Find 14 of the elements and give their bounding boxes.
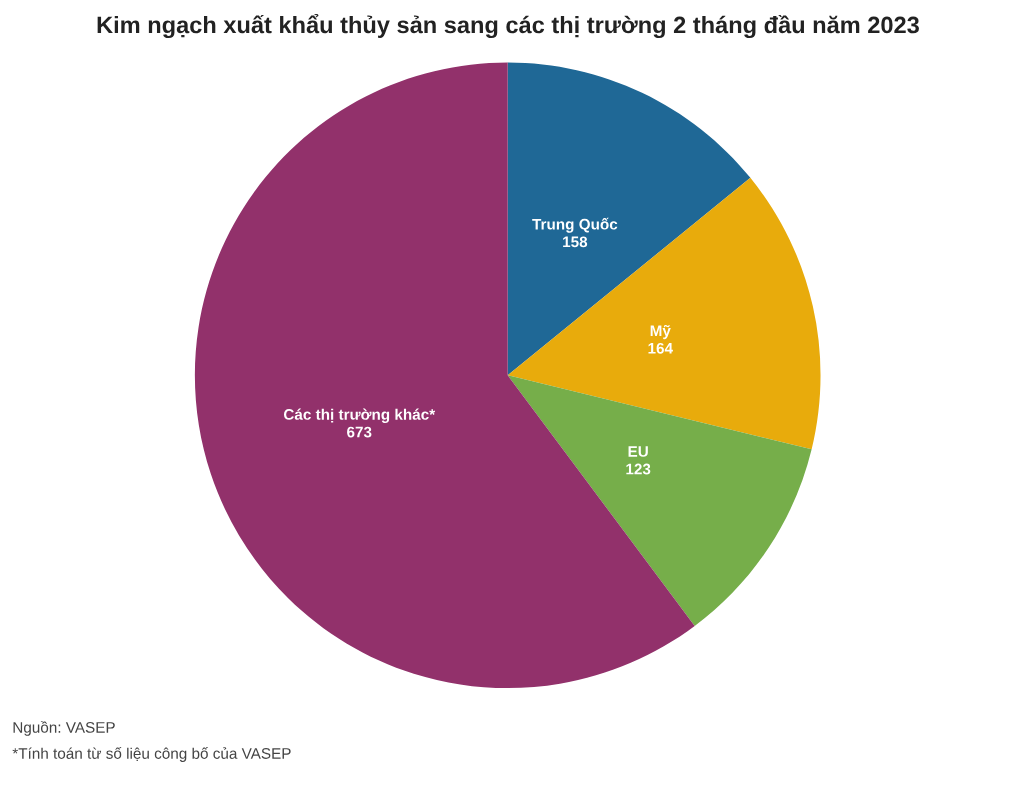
pie-slice xyxy=(507,62,751,376)
pie-slice xyxy=(507,375,812,627)
slice-label: Mỹ xyxy=(650,324,671,340)
pie-slice xyxy=(194,62,695,689)
data-label: 123 xyxy=(626,463,651,475)
text: Nguồn: VASEP xyxy=(13,720,115,736)
data-label: 673 xyxy=(347,426,372,438)
slice-label: EU xyxy=(628,446,648,457)
slice-label: Các thị trường khác* xyxy=(283,408,436,423)
data-label: 164 xyxy=(648,342,673,354)
text: *Tính toán từ số liệu công bố của VASEP xyxy=(12,746,291,762)
data-label: 158 xyxy=(563,236,588,248)
slice-label: Trung Quốc xyxy=(532,217,618,233)
chart-title: Kim ngạch xuất khẩu thủy sản sang các thị trường 2 tháng đầu năm 2023 xyxy=(97,14,919,39)
